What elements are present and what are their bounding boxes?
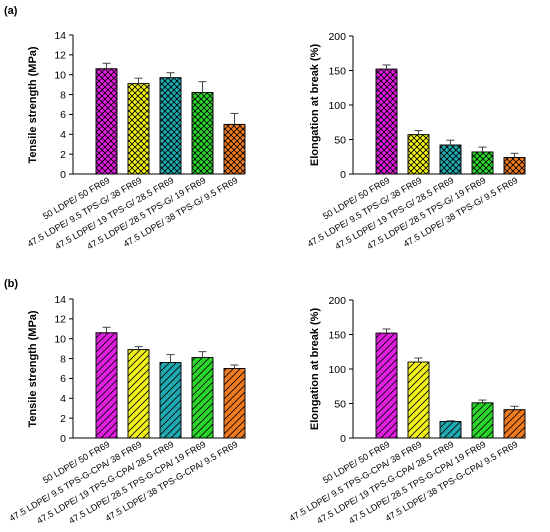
bar-hatch [127,349,150,439]
y-tick-label: 4 [60,393,66,405]
y-axis-label: Elongation at break (%) [309,308,321,431]
y-axis-label: Tensile strength (MPa) [27,46,39,163]
bar-hatch [375,332,398,439]
y-tick-label: 4 [60,129,66,141]
bar-hatch [503,157,526,175]
y-tick-label: 6 [60,109,66,121]
y-tick-label: 2 [60,413,66,425]
y-tick-label: 2 [60,149,66,161]
y-tick-label: 150 [328,329,346,341]
panel-a-tensile: (a) Tensile strength (MPa) 0246810121450… [4,5,246,251]
y-tick-label: 10 [54,70,66,82]
y-tick-label: 150 [328,65,346,77]
y-tick-label: 200 [328,295,346,307]
y-tick-label: 100 [328,364,346,376]
y-tick-label: 0 [340,433,346,445]
y-tick-label: 200 [328,31,346,43]
y-tick-label: 0 [60,433,66,445]
y-tick-label: 50 [334,398,346,410]
bar-hatch [407,361,430,439]
bar-hatch [191,92,214,175]
y-tick-label: 100 [328,100,346,112]
y-tick-label: 0 [340,169,346,181]
bar-hatch [471,402,494,439]
y-tick-label: 6 [60,373,66,385]
bar-hatch [159,362,182,439]
y-tick-label: 12 [54,50,66,62]
bar-hatch [503,409,526,439]
bar-hatch [439,144,462,175]
bar-hatch [127,83,150,175]
bar-hatch [191,357,214,439]
y-tick-label: 12 [54,314,66,326]
y-axis-label: Elongation at break (%) [309,44,321,167]
panel-label: (a) [4,5,18,17]
bar-hatch [223,368,246,439]
y-tick-label: 14 [54,294,66,306]
y-tick-label: 14 [54,30,66,42]
bar-hatch [407,134,430,175]
bar-hatch [95,68,118,175]
y-tick-label: 50 [334,134,346,146]
panel-label: (b) [4,278,18,290]
bar-hatch [375,68,398,175]
y-tick-label: 8 [60,89,66,101]
bar-hatch [471,151,494,175]
bar-hatch [159,77,182,175]
bar-hatch [95,332,118,439]
y-tick-label: 0 [60,169,66,181]
y-axis-label: Tensile strength (MPa) [27,310,39,427]
y-tick-label: 10 [54,334,66,346]
panel-b-tensile: (b) Tensile strength (MPa) 0246810121450… [4,278,246,526]
bar-hatch [223,123,246,175]
bar-hatch [439,421,462,439]
y-tick-label: 8 [60,353,66,365]
